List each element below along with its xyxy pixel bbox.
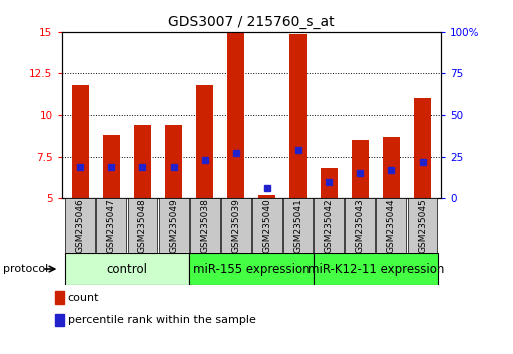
Text: percentile rank within the sample: percentile rank within the sample: [68, 315, 255, 325]
Bar: [227, 32, 244, 198]
Text: GSM235049: GSM235049: [169, 198, 178, 253]
Bar: [190, 198, 220, 253]
Text: miR-155 expression: miR-155 expression: [193, 263, 310, 275]
Text: GSM235039: GSM235039: [231, 198, 240, 253]
Bar: [159, 198, 188, 253]
Text: protocol: protocol: [3, 264, 48, 274]
Bar: [55, 291, 64, 304]
Text: miR-K12-11 expression: miR-K12-11 expression: [308, 263, 444, 275]
Bar: [128, 198, 157, 253]
Text: GSM235038: GSM235038: [200, 198, 209, 253]
Bar: [289, 34, 307, 198]
Bar: [407, 198, 438, 253]
Bar: [313, 253, 438, 285]
Text: GSM235040: GSM235040: [263, 198, 271, 253]
Bar: [165, 125, 182, 198]
Bar: [345, 198, 375, 253]
Text: GSM235046: GSM235046: [76, 198, 85, 253]
Bar: [352, 140, 369, 198]
Text: GSM235041: GSM235041: [293, 198, 303, 253]
Text: count: count: [68, 293, 99, 303]
Bar: [189, 253, 313, 285]
Bar: [414, 98, 431, 198]
Bar: [72, 85, 89, 198]
Text: GSM235045: GSM235045: [418, 198, 427, 253]
Bar: [377, 198, 406, 253]
Bar: [283, 198, 313, 253]
Text: GSM235042: GSM235042: [325, 198, 333, 253]
Title: GDS3007 / 215760_s_at: GDS3007 / 215760_s_at: [168, 16, 334, 29]
Text: GSM235048: GSM235048: [138, 198, 147, 253]
Bar: [65, 198, 95, 253]
Bar: [103, 135, 120, 198]
Bar: [383, 137, 400, 198]
Bar: [55, 314, 64, 326]
Bar: [65, 253, 189, 285]
Bar: [252, 198, 282, 253]
Text: GSM235044: GSM235044: [387, 198, 396, 253]
Bar: [259, 195, 275, 198]
Text: GSM235043: GSM235043: [356, 198, 365, 253]
Bar: [314, 198, 344, 253]
Bar: [96, 198, 126, 253]
Bar: [321, 168, 338, 198]
Text: GSM235047: GSM235047: [107, 198, 116, 253]
Bar: [196, 85, 213, 198]
Bar: [221, 198, 251, 253]
Bar: [134, 125, 151, 198]
Text: control: control: [106, 263, 147, 275]
